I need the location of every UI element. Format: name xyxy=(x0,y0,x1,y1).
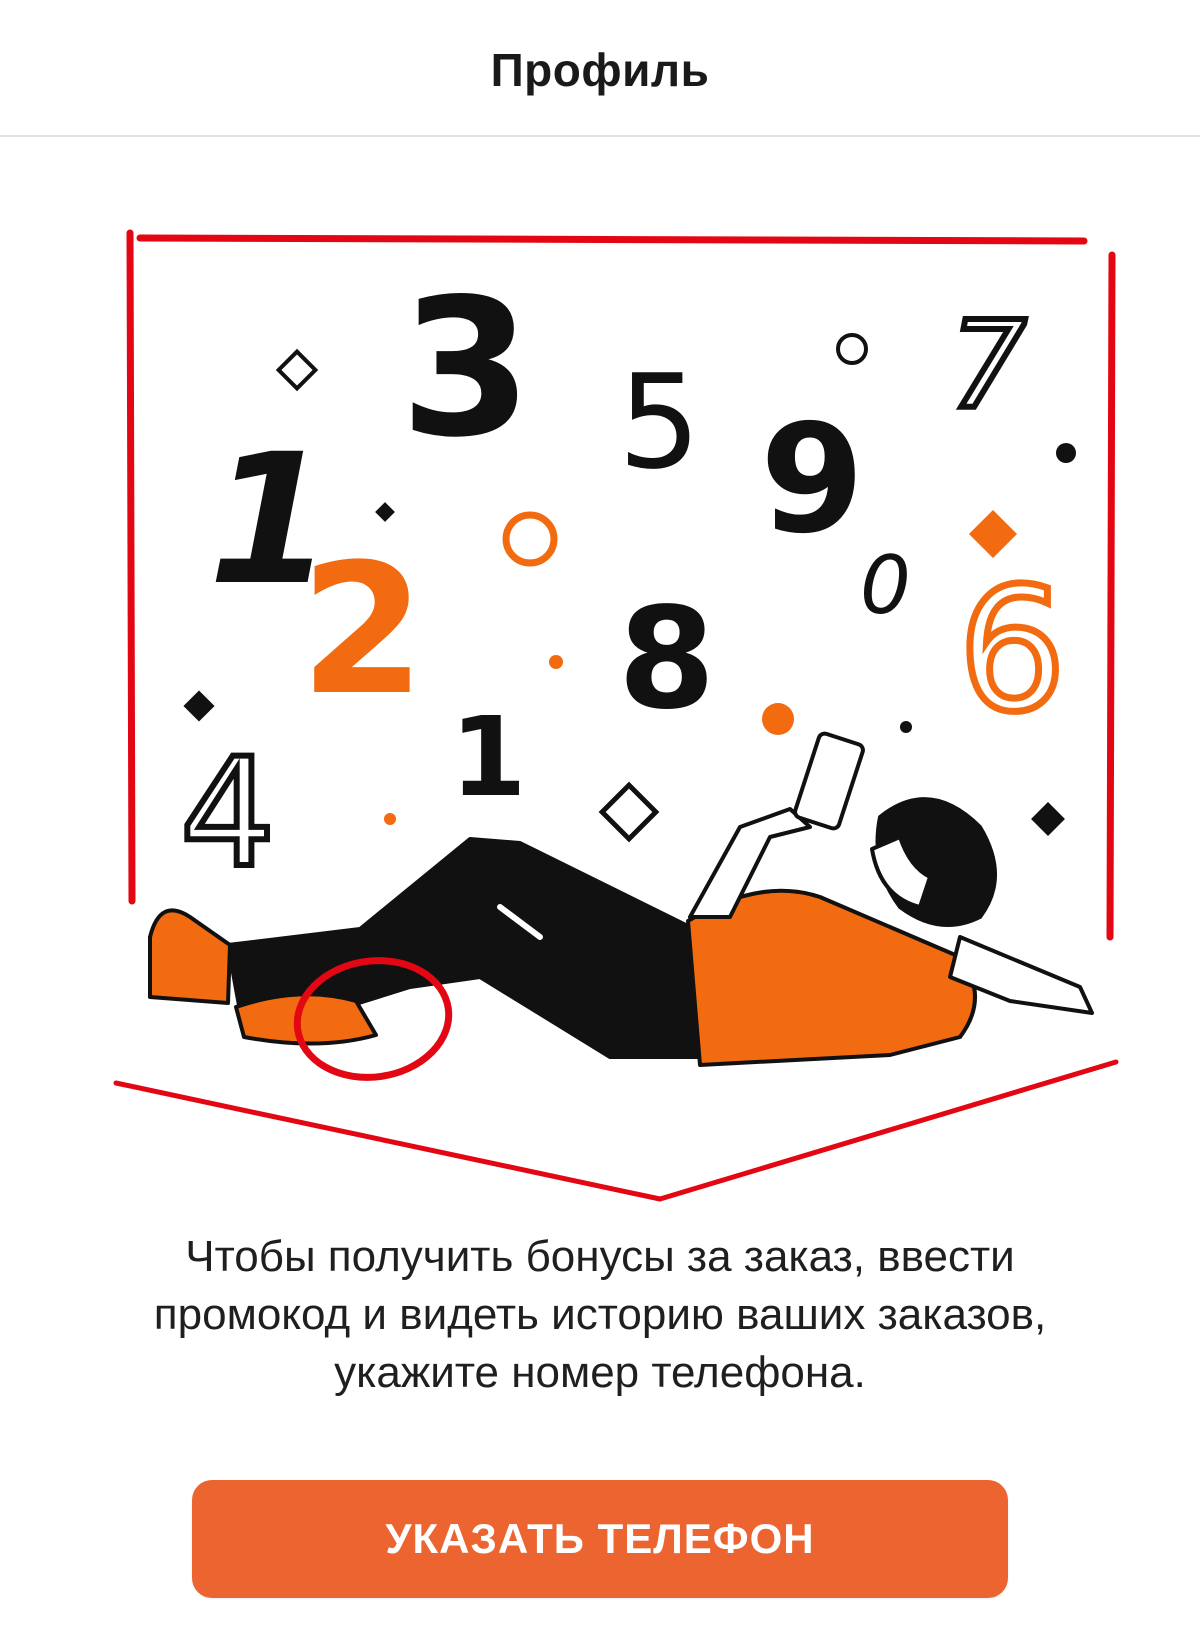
digit-mark: 1 xyxy=(450,693,527,821)
orange-diamond-shape xyxy=(968,509,1018,559)
diamond-shape xyxy=(375,502,395,522)
annotation-line xyxy=(113,1080,663,1202)
digit-mark: 7 xyxy=(950,297,1026,436)
person-back-arm xyxy=(948,935,1094,1015)
top-bar: Профиль xyxy=(0,0,1200,137)
digit-mark: 4 xyxy=(180,727,275,901)
digit-mark: 6 xyxy=(958,552,1066,750)
orange-circle-shape xyxy=(502,511,558,567)
person-arm xyxy=(688,807,812,919)
diamond-outline-shape xyxy=(598,781,660,843)
annotation-circle xyxy=(293,957,453,1081)
message-line: Чтобы получить бонусы за заказ, ввести xyxy=(185,1232,1015,1281)
orange-dot-shape xyxy=(762,703,794,735)
annotation-line xyxy=(657,1059,1119,1202)
digits: 1 3 5 9 7 2 8 0 6 4 1 xyxy=(177,258,1070,904)
person-shoe-back xyxy=(148,908,232,1005)
dot-shape xyxy=(900,721,912,733)
red-annotation-frame xyxy=(113,229,1119,1202)
annotation-line xyxy=(1106,251,1116,941)
digit-mark: 1 xyxy=(208,416,333,625)
add-phone-button[interactable]: УКАЗАТЬ ТЕЛЕФОН xyxy=(192,1480,1008,1598)
page-title: Профиль xyxy=(490,43,710,96)
person-phone xyxy=(793,731,865,831)
message-line: укажите номер телефона. xyxy=(334,1348,866,1397)
digit-mark: 8 xyxy=(618,578,715,741)
person-shoe-front xyxy=(234,992,378,1046)
digit-mark: 5 xyxy=(618,346,701,498)
annotation-line xyxy=(126,229,136,905)
person-face xyxy=(870,835,932,909)
empty-profile-illustration: 1 3 5 9 7 2 8 0 6 4 1 xyxy=(0,137,1200,1207)
diamond-outline-shape xyxy=(275,348,319,392)
digit-mark: 0 xyxy=(860,539,911,632)
diamond-shape xyxy=(1031,802,1065,836)
add-phone-button-label: УКАЗАТЬ ТЕЛЕФОН xyxy=(385,1515,815,1562)
orange-dot-shape xyxy=(549,655,563,669)
annotation-line xyxy=(136,234,1088,245)
reclining-person xyxy=(148,731,1094,1067)
dot-shape xyxy=(1056,443,1076,463)
diamond-shape xyxy=(183,690,215,722)
circle-outline-shape xyxy=(836,333,868,365)
illustration-canvas: 1 3 5 9 7 2 8 0 6 4 1 xyxy=(113,229,1119,1202)
digit-mark: 2 xyxy=(300,526,425,735)
phone-required-message: Чтобы получить бонусы за заказ, ввести п… xyxy=(60,1228,1140,1402)
digit-mark: 3 xyxy=(400,258,532,479)
message-line: промокод и видеть историю ваших заказов, xyxy=(153,1290,1047,1339)
orange-dot-shape xyxy=(384,813,396,825)
digit-mark: 9 xyxy=(760,393,864,567)
